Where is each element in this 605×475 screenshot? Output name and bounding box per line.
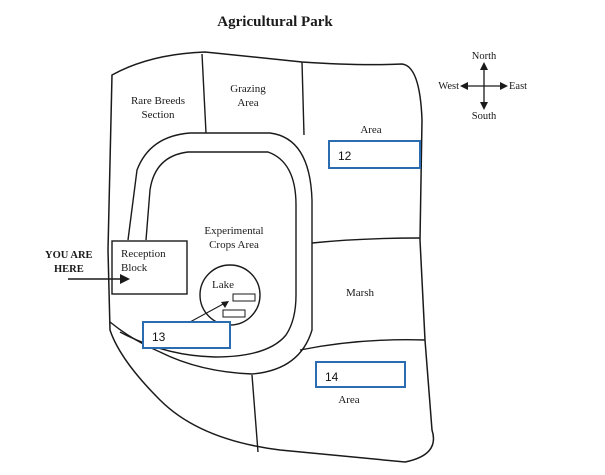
reception-label-line2: Block	[121, 262, 148, 274]
lake-label: Lake	[212, 279, 234, 291]
experimental-label-line1: Experimental	[204, 225, 263, 237]
answer-box-12[interactable]: 12	[328, 140, 421, 169]
answer-box-13[interactable]: 13	[142, 321, 231, 349]
grazing-label-line2: Area	[237, 97, 258, 109]
compass-east: East	[509, 81, 527, 92]
answer-box-14[interactable]: 14	[315, 361, 406, 388]
divider-marsh-south	[299, 339, 426, 351]
road-outer-edge	[109, 132, 313, 375]
lake-pointer-arrow-icon	[189, 301, 229, 323]
divider-area-marsh	[311, 237, 421, 244]
you-are-here-line2: HERE	[54, 264, 84, 275]
you-are-here-line1: YOU ARE	[45, 250, 93, 261]
experimental-label-line2: Crops Area	[209, 239, 259, 251]
reception-block	[111, 240, 188, 295]
compass-south: South	[472, 111, 497, 122]
you-are-here-arrow-icon	[68, 274, 130, 284]
rare-breeds-label-line1: Rare Breeds	[131, 95, 185, 107]
compass-west: West	[438, 81, 459, 92]
area-se-label: Area	[338, 394, 359, 406]
road-inner-edge	[119, 151, 297, 358]
rare-breeds-label-line2: Section	[142, 109, 175, 121]
compass-north: North	[472, 51, 497, 62]
area-ne-label: Area	[360, 124, 381, 136]
divider-grazing-area	[301, 61, 305, 136]
divider-rare-grazing	[201, 53, 207, 134]
lake-structure-upper	[232, 293, 256, 302]
marsh-label: Marsh	[346, 287, 375, 299]
compass-rose-icon	[460, 62, 508, 110]
divider-south-area	[251, 374, 259, 453]
reception-label-line1: Reception	[121, 248, 166, 260]
lake-structure-lower	[222, 309, 246, 318]
map-title: Agricultural Park	[217, 14, 333, 30]
grazing-label-line1: Grazing	[230, 83, 266, 95]
